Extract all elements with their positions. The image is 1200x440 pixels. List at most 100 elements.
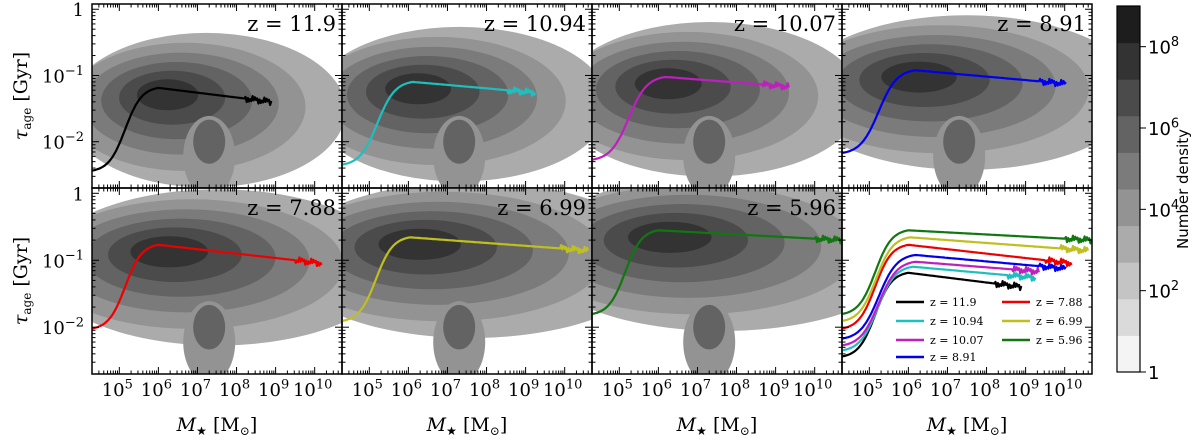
colorbar-frame: [1116, 5, 1141, 373]
x-tick-label-1e6: 106: [891, 377, 922, 401]
x-tick-label-1e9: 109: [508, 377, 539, 401]
x-tick-label-1e6: 106: [641, 377, 672, 401]
redshift-label-z-10-07: z = 10.07: [734, 12, 836, 36]
colorbar-level-9: [1117, 42, 1140, 80]
colorbar-tick-label: 102: [1148, 279, 1179, 303]
density-contour-level-6: [136, 79, 199, 111]
median-line-z-5-96: [592, 229, 842, 316]
x-tick-label-1e9: 109: [1008, 377, 1039, 401]
x-axis-label: M★ [M⊙]: [426, 414, 508, 438]
panel-z-10-94: z = 10.94: [341, 3, 593, 189]
x-tick-label-1e6: 106: [141, 377, 172, 401]
y-tick-label: 10−1: [42, 249, 84, 273]
x-tick-label-1e8: 108: [719, 377, 750, 401]
x-tick-label-1e5: 105: [852, 377, 883, 401]
x-tick-label-1e5: 105: [602, 377, 633, 401]
y-tick-label: 1: [73, 0, 84, 21]
x-tick-label-1e10: 1010: [543, 377, 582, 401]
colorbar-level-3: [1117, 262, 1140, 300]
density-contour-level-6: [628, 221, 712, 253]
density-contour-lobe-inner: [693, 304, 726, 350]
redshift-label-z-11-9: z = 11.9: [247, 12, 336, 36]
comparison-line-z-7-88: [842, 243, 1073, 330]
x-tick-label-1e10: 1010: [1043, 377, 1082, 401]
redshift-label-z-10-94: z = 10.94: [484, 12, 586, 36]
density-contour-level-6: [881, 61, 957, 93]
colorbar-level-7: [1117, 115, 1140, 153]
y-tick-label: 10−2: [42, 130, 84, 154]
x-axis-label: M★ [M⊙]: [676, 414, 758, 438]
y-tick-label: 1: [73, 184, 84, 205]
legend-label-z-7-88: z = 7.88: [1036, 296, 1083, 309]
x-axis-label: M★ [M⊙]: [926, 414, 1008, 438]
panel-z-8-91: z = 8.91: [841, 3, 1093, 189]
density-contour-level-6: [130, 236, 208, 268]
panel-z-7-88: z = 7.88: [91, 187, 343, 375]
comparison-line-z-5-96: [842, 229, 1092, 316]
median-line-z-7-88: [92, 243, 323, 330]
x-axis-label: M★ [M⊙]: [176, 414, 258, 438]
colorbar-level-5: [1117, 189, 1140, 227]
x-tick-label-1e10: 1010: [793, 377, 832, 401]
x-tick-label-1e9: 109: [258, 377, 289, 401]
colorbar-tick-label: 106: [1148, 116, 1179, 140]
density-contour-lobe-inner: [193, 119, 226, 164]
median-line-z-6-99: [342, 236, 590, 323]
colorbar-level-8: [1117, 79, 1140, 117]
comparison-line-z-6-99: [842, 236, 1090, 323]
colorbar-level-1: [1117, 335, 1140, 373]
colorbar-tick-label: 104: [1148, 198, 1179, 222]
legend-label-z-5-96: z = 5.96: [1036, 334, 1083, 347]
colorbar-tick-label: 1: [1148, 363, 1159, 384]
y-axis-label: τage [Gyr]: [10, 52, 34, 140]
density-contour-lobe-inner: [443, 119, 476, 164]
x-tick-label-1e10: 1010: [293, 377, 332, 401]
legend-label-z-8-91: z = 8.91: [930, 351, 977, 364]
y-tick-label: 10−1: [42, 64, 84, 88]
median-line-z-10-94: [342, 80, 537, 166]
legend-label-z-6-99: z = 6.99: [1036, 315, 1083, 328]
comparison-line-z-10-07: [842, 260, 1040, 347]
density-contour-level-6: [378, 228, 461, 260]
density-contour-lobe-inner: [943, 119, 976, 164]
comparison-line-z-8-91: [842, 253, 1067, 340]
x-tick-label-1e5: 105: [102, 377, 133, 401]
y-tick-label: 10−2: [42, 316, 84, 340]
redshift-label-z-7-88: z = 7.88: [247, 196, 336, 220]
colorbar-level-10: [1117, 6, 1140, 44]
median-line-z-8-91: [842, 69, 1067, 155]
redshift-label-z-5-96: z = 5.96: [747, 196, 836, 220]
density-contour-level-6: [634, 68, 702, 100]
legend-label-z-10-94: z = 10.94: [930, 315, 984, 328]
redshift-label-z-8-91: z = 8.91: [997, 12, 1086, 36]
panel-frame: [841, 187, 1093, 375]
x-tick-label-1e9: 109: [758, 377, 789, 401]
density-contour-lobe-inner: [193, 304, 226, 350]
x-tick-label-1e6: 106: [391, 377, 422, 401]
median-line-z-11-9: [92, 86, 273, 172]
y-axis-label: τage [Gyr]: [10, 237, 34, 325]
x-tick-label-1e8: 108: [969, 377, 1000, 401]
density-contour-lobe-inner: [443, 304, 476, 350]
median-line-z-10-07: [592, 75, 790, 161]
x-tick-label-1e5: 105: [352, 377, 383, 401]
density-contour-lobe-inner: [693, 119, 726, 164]
colorbar-level-4: [1117, 225, 1140, 263]
panel-comparison: z = 11.9 z = 10.94 z = 10.07 z = 8.91 z = 7.…: [841, 187, 1093, 375]
panel-z-5-96: z = 5.96: [591, 187, 843, 375]
x-tick-label-1e7: 107: [930, 377, 961, 401]
panel-z-11-9: z = 11.9: [91, 3, 343, 189]
colorbar-level-6: [1117, 152, 1140, 190]
legend-label-z-10-07: z = 10.07: [930, 334, 984, 347]
legend-label-z-11-9: z = 11.9: [930, 296, 977, 309]
redshift-label-z-6-99: z = 6.99: [497, 196, 586, 220]
x-tick-label-1e8: 108: [469, 377, 500, 401]
legend: z = 11.9 z = 10.94 z = 10.07 z = 8.91 z = 7.…: [896, 296, 1083, 364]
panel-z-10-07: z = 10.07: [591, 3, 843, 189]
colorbar-tick-label: 108: [1148, 35, 1179, 59]
x-tick-label-1e7: 107: [180, 377, 211, 401]
x-tick-label-1e7: 107: [430, 377, 461, 401]
x-tick-label-1e7: 107: [680, 377, 711, 401]
